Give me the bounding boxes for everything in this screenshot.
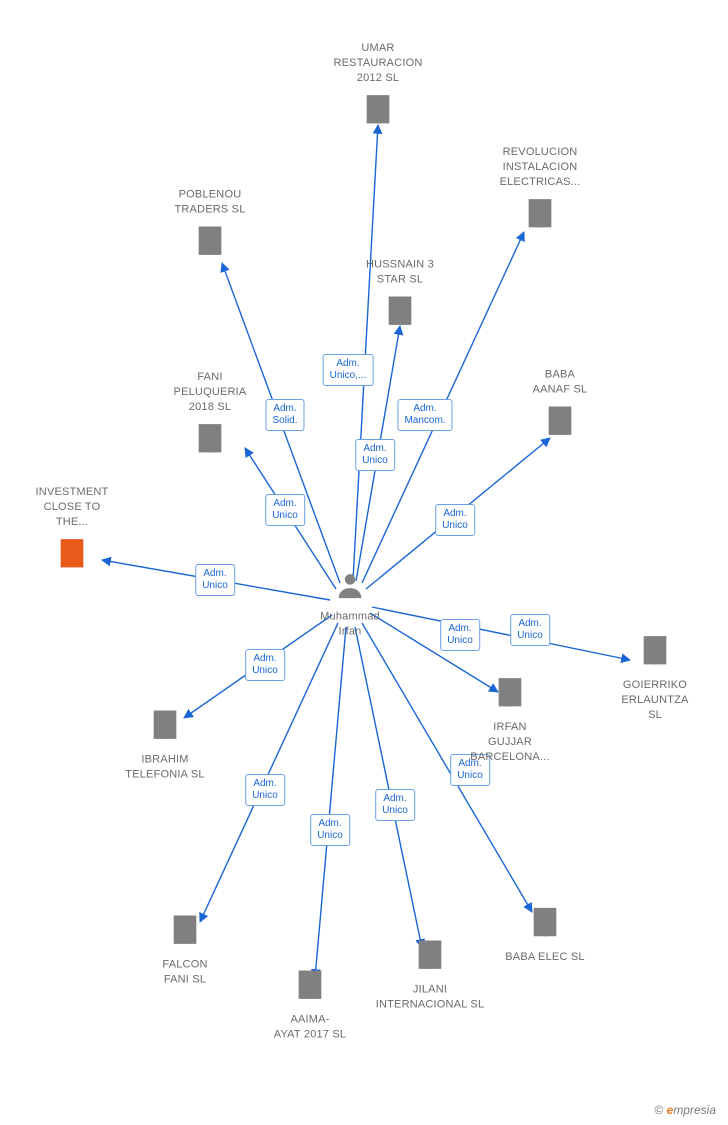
- building-icon-wrap: [383, 293, 417, 332]
- center-node[interactable]: Muhammad Irfan: [285, 571, 415, 640]
- company-label: BABA ELEC SL: [480, 950, 610, 965]
- company-node-baba_elec[interactable]: BABA ELEC SL: [480, 905, 610, 965]
- person-icon: [335, 571, 365, 601]
- building-icon: [193, 223, 227, 257]
- edge-label-investment: Adm. Unico: [195, 564, 235, 596]
- company-label: INVESTMENT CLOSE TO THE...: [7, 485, 137, 530]
- building-icon-wrap: [361, 92, 395, 131]
- network-diagram: © empresia Adm. Unico,...Adm. Mancom.Adm…: [0, 0, 728, 1125]
- building-icon: [148, 708, 182, 742]
- company-node-aaima[interactable]: AAIMA- AYAT 2017 SL: [245, 968, 375, 1043]
- company-label: HUSSNAIN 3 STAR SL: [335, 258, 465, 288]
- edge-label-irfan_guj: Adm. Unico: [440, 619, 480, 651]
- edge-label-baba_aanaf: Adm. Unico: [435, 504, 475, 536]
- edge-label-ibrahim: Adm. Unico: [245, 649, 285, 681]
- building-icon-wrap: [148, 708, 182, 747]
- company-label: BABA AANAF SL: [495, 368, 625, 398]
- building-icon: [383, 293, 417, 327]
- company-label: AAIMA- AYAT 2017 SL: [245, 1013, 375, 1043]
- company-label: UMAR RESTAURACION 2012 SL: [313, 41, 443, 86]
- edge-label-jilani: Adm. Unico: [375, 789, 415, 821]
- edge-jilani: [355, 627, 422, 948]
- copyright-footer: © empresia: [654, 1103, 716, 1117]
- company-label: FALCON FANI SL: [120, 958, 250, 988]
- building-icon: [361, 92, 395, 126]
- building-icon-wrap: [168, 913, 202, 952]
- company-node-revolucion[interactable]: REVOLUCION INSTALACION ELECTRICAS...: [475, 145, 605, 235]
- building-icon: [55, 536, 89, 570]
- company-node-investment[interactable]: INVESTMENT CLOSE TO THE...: [7, 485, 137, 575]
- building-icon-wrap: [413, 938, 447, 977]
- company-label: JILANI INTERNACIONAL SL: [365, 983, 495, 1013]
- company-label: IRFAN GUJJAR BARCELONA...: [445, 720, 575, 765]
- building-icon-wrap: [528, 905, 562, 944]
- building-icon-wrap: [523, 196, 557, 235]
- center-label: Muhammad Irfan: [285, 610, 415, 640]
- company-node-baba_aanaf[interactable]: BABA AANAF SL: [495, 368, 625, 443]
- company-node-poblenou[interactable]: POBLENOU TRADERS SL: [145, 188, 275, 263]
- company-label: REVOLUCION INSTALACION ELECTRICAS...: [475, 145, 605, 190]
- building-icon: [528, 905, 562, 939]
- edge-label-revolucion: Adm. Mancom.: [397, 399, 452, 431]
- company-node-irfan_guj[interactable]: IRFAN GUJJAR BARCELONA...: [445, 675, 575, 765]
- building-icon: [413, 938, 447, 972]
- company-node-jilani[interactable]: JILANI INTERNACIONAL SL: [365, 938, 495, 1013]
- edge-aaima: [315, 627, 346, 978]
- building-icon: [523, 196, 557, 230]
- building-icon-wrap: [193, 223, 227, 262]
- building-icon-wrap: [493, 675, 527, 714]
- company-label: FANI PELUQUERIA 2018 SL: [145, 370, 275, 415]
- edge-umar: [353, 125, 378, 580]
- company-node-umar[interactable]: UMAR RESTAURACION 2012 SL: [313, 41, 443, 131]
- edge-label-aaima: Adm. Unico: [310, 814, 350, 846]
- company-node-ibrahim[interactable]: IBRAHIM TELEFONIA SL: [100, 708, 230, 783]
- building-icon-wrap: [293, 968, 327, 1007]
- building-icon: [493, 675, 527, 709]
- company-node-goierriko[interactable]: GOIERRIKO ERLAUNTZA SL: [590, 633, 720, 723]
- brand-name: empresia: [667, 1103, 716, 1117]
- building-icon-wrap: [638, 633, 672, 672]
- edge-label-goierriko: Adm. Unico: [510, 614, 550, 646]
- building-icon: [168, 913, 202, 947]
- edge-label-hussnain: Adm. Unico: [355, 439, 395, 471]
- company-node-hussnain[interactable]: HUSSNAIN 3 STAR SL: [335, 258, 465, 333]
- company-label: GOIERRIKO ERLAUNTZA SL: [590, 678, 720, 723]
- copyright-symbol: ©: [654, 1103, 663, 1117]
- building-icon: [638, 633, 672, 667]
- brand-rest: mpresia: [673, 1103, 716, 1117]
- edge-label-fani: Adm. Unico: [265, 494, 305, 526]
- company-node-fani[interactable]: FANI PELUQUERIA 2018 SL: [145, 370, 275, 460]
- building-icon: [543, 403, 577, 437]
- building-icon-wrap: [543, 403, 577, 442]
- edge-label-falcon: Adm. Unico: [245, 774, 285, 806]
- edge-baba_elec: [362, 623, 532, 912]
- building-icon-wrap: [55, 536, 89, 575]
- company-node-falcon[interactable]: FALCON FANI SL: [120, 913, 250, 988]
- building-icon: [193, 421, 227, 455]
- edge-label-umar: Adm. Unico,...: [323, 354, 374, 386]
- company-label: IBRAHIM TELEFONIA SL: [100, 753, 230, 783]
- building-icon: [293, 968, 327, 1002]
- building-icon-wrap: [193, 421, 227, 460]
- person-icon-wrap: [335, 571, 365, 606]
- company-label: POBLENOU TRADERS SL: [145, 188, 275, 218]
